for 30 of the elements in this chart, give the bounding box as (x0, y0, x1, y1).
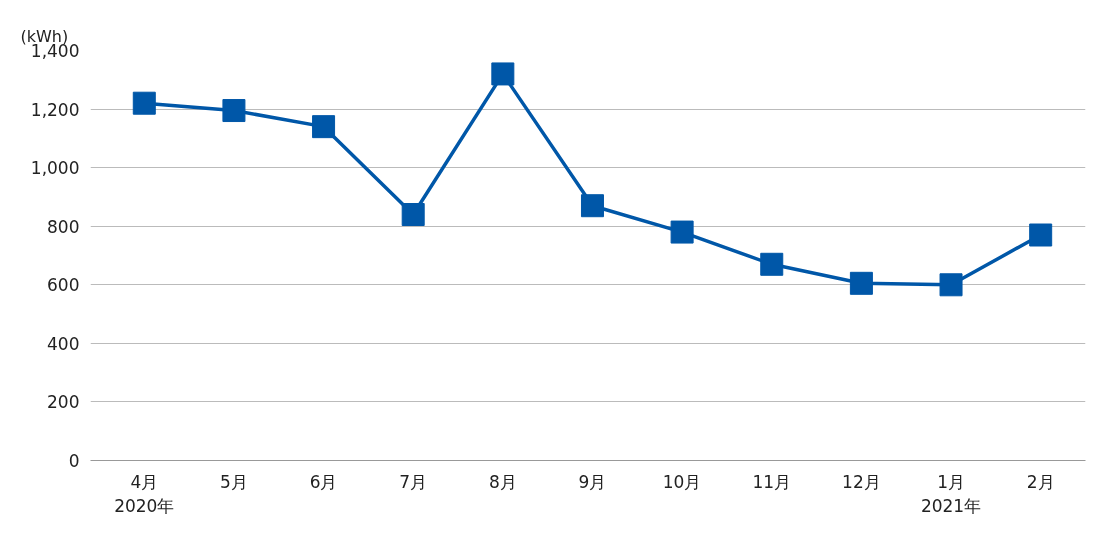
x-tick-label: 6月 (309, 471, 338, 492)
x-tick-label: 11月 (752, 471, 792, 492)
point (849, 271, 873, 295)
point (491, 62, 515, 86)
x-tick-label: 10月 (662, 471, 702, 492)
y-tick-label: 800 (47, 216, 80, 237)
x-tick-label: 1月 2021年 (920, 471, 982, 516)
x-tick-label: 7月 (399, 471, 428, 492)
point (132, 91, 156, 115)
point (580, 194, 604, 218)
y-tick-label: 1,000 (30, 158, 80, 179)
point (401, 203, 425, 226)
point (939, 273, 963, 297)
point (1029, 223, 1053, 247)
x-tick-label: 5月 (220, 471, 248, 492)
y-axis-title: (kWh) (20, 26, 69, 46)
y-tick-label: 600 (47, 275, 80, 296)
x-tick-label: 2月 (1026, 471, 1055, 492)
x-tick-label: 12月 (842, 471, 881, 492)
point (760, 252, 784, 276)
x-tick-label: 8月 (488, 471, 517, 492)
x-tick-label: 9月 (578, 471, 607, 492)
x-tick-label: 4月 2020年 (114, 471, 175, 516)
point (222, 99, 246, 123)
y-tick-label: 0 (68, 451, 80, 471)
y-tick-label: 200 (47, 392, 80, 413)
point (670, 220, 694, 244)
y-tick-label: 1,200 (30, 99, 80, 120)
point (312, 115, 336, 139)
y-tick-label: 400 (47, 333, 80, 354)
